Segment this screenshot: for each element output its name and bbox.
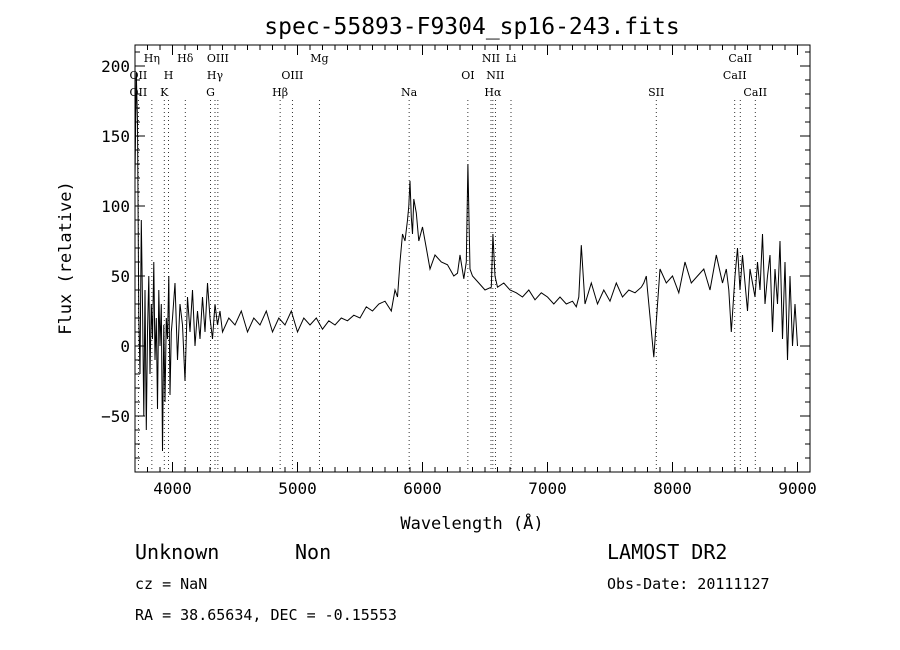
x-axis-label: Wavelength (Å) xyxy=(400,512,543,534)
y-axis-label: Flux (relative) xyxy=(56,181,76,335)
spectral-line-label: H xyxy=(164,69,174,82)
x-tick-label: 6000 xyxy=(403,479,442,498)
spectral-line-label: CaII xyxy=(723,69,747,82)
spectrum-series-line xyxy=(134,72,798,452)
spectral-line-label: OIII xyxy=(281,69,303,82)
spectral-line-label: SII xyxy=(648,86,664,99)
spectral-line-label: NII xyxy=(486,69,504,82)
spectral-line-label: OI xyxy=(461,69,474,82)
spectral-line-label: OIII xyxy=(207,52,229,65)
x-axis-ticks: 4000 5000 6000 7000 8000 9000 xyxy=(147,45,817,498)
spectral-line-label: Hγ xyxy=(207,69,224,82)
x-tick-label: 5000 xyxy=(278,479,317,498)
y-tick-label: −50 xyxy=(101,407,130,426)
subclass-label: Non xyxy=(295,540,331,564)
x-tick-label: 7000 xyxy=(528,479,567,498)
cz-label: cz = NaN xyxy=(135,575,207,593)
spectral-line-label: OII xyxy=(130,69,148,82)
chart-title: spec-55893-F9304_sp16-243.fits xyxy=(264,14,679,40)
spectral-line-label: K xyxy=(160,86,169,99)
spectral-line-label: CaII xyxy=(743,86,767,99)
y-tick-label: 0 xyxy=(120,337,130,356)
x-tick-label: 4000 xyxy=(153,479,192,498)
x-tick-label: 9000 xyxy=(778,479,817,498)
spectral-line-label: CaII xyxy=(728,52,752,65)
y-tick-label: 100 xyxy=(101,197,130,216)
y-tick-label: 150 xyxy=(101,127,130,146)
spectral-line-label: Mg xyxy=(310,52,328,65)
coords-label: RA = 38.65634, DEC = -0.15553 xyxy=(135,606,397,624)
spectral-line-label: Hη xyxy=(144,52,160,65)
spectral-line-label: OII xyxy=(130,86,148,99)
spectral-line-label: Li xyxy=(506,52,517,65)
y-axis-ticks: −50 0 50 100 150 200 xyxy=(101,51,810,459)
spectral-line-label: Hα xyxy=(484,86,502,99)
spectral-line-label: Hδ xyxy=(177,52,194,65)
plot-frame xyxy=(134,44,811,473)
spectral-line-label: G xyxy=(206,86,215,99)
x-tick-label: 8000 xyxy=(653,479,692,498)
class-label: Unknown xyxy=(135,540,219,564)
spectral-line-label: NII xyxy=(482,52,500,65)
obs-date-label: Obs-Date: 20111127 xyxy=(607,575,770,593)
y-tick-label: 200 xyxy=(101,57,130,76)
y-tick-label: 50 xyxy=(111,267,130,286)
spectral-line-label: Hβ xyxy=(272,86,288,99)
survey-label: LAMOST DR2 xyxy=(607,540,727,564)
spectral-line-label: Na xyxy=(401,86,418,99)
